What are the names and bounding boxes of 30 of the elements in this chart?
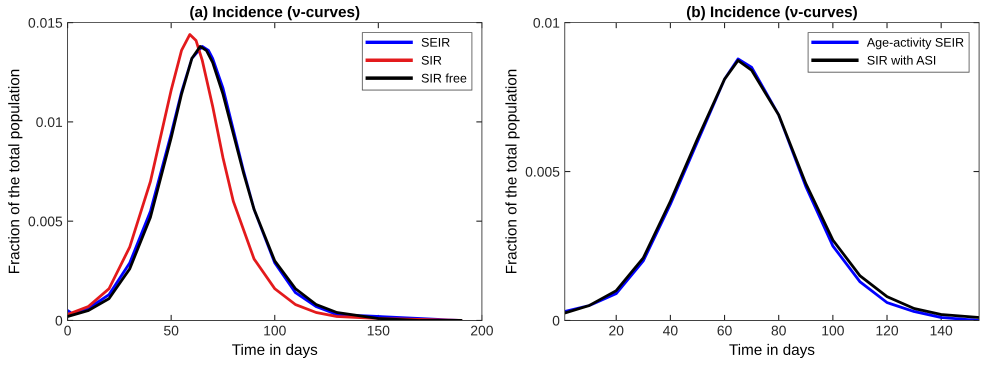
legend-label: SIR free: [422, 73, 466, 83]
x-tick-label: 0: [64, 326, 71, 336]
x-axis-title: Time in days: [729, 344, 814, 358]
y-axis-title: Fraction of the total population: [8, 70, 22, 274]
x-tick-label: 50: [164, 326, 178, 336]
y-axis-title: Fraction of the total population: [505, 70, 520, 274]
y-tick-label: 0: [56, 316, 62, 326]
y-tick-label: 0: [552, 316, 560, 326]
x-tick-label: 80: [772, 326, 786, 336]
x-tick-label: 20: [609, 326, 624, 336]
y-tick-label: 0.005: [526, 166, 560, 177]
x-tick-label: 200: [471, 326, 493, 336]
y-tick-label: 0.005: [28, 216, 62, 226]
x-tick-label: 120: [876, 326, 898, 336]
y-tick-label: 0.015: [28, 18, 62, 28]
chart-title: (a) Incidence (ν-curves): [190, 6, 360, 20]
x-tick-label: 100: [264, 326, 286, 336]
x-tick-label: 140: [930, 326, 952, 336]
legend-label: SEIR: [422, 38, 450, 47]
chart-title: (b) Incidence (ν-curves): [686, 6, 857, 20]
legend-label: SIR: [422, 56, 442, 65]
legend-label: Age-activity SEIR: [866, 38, 964, 50]
x-tick-label: 60: [718, 326, 732, 336]
x-tick-label: 40: [662, 326, 678, 336]
x-tick-label: 150: [368, 326, 390, 336]
x-tick-label: 100: [822, 326, 844, 336]
legend-label: SIR with ASI: [867, 56, 936, 65]
y-tick-label: 0.01: [36, 117, 62, 128]
x-axis-title: Time in days: [232, 344, 318, 358]
y-tick-label: 0.01: [533, 18, 560, 28]
